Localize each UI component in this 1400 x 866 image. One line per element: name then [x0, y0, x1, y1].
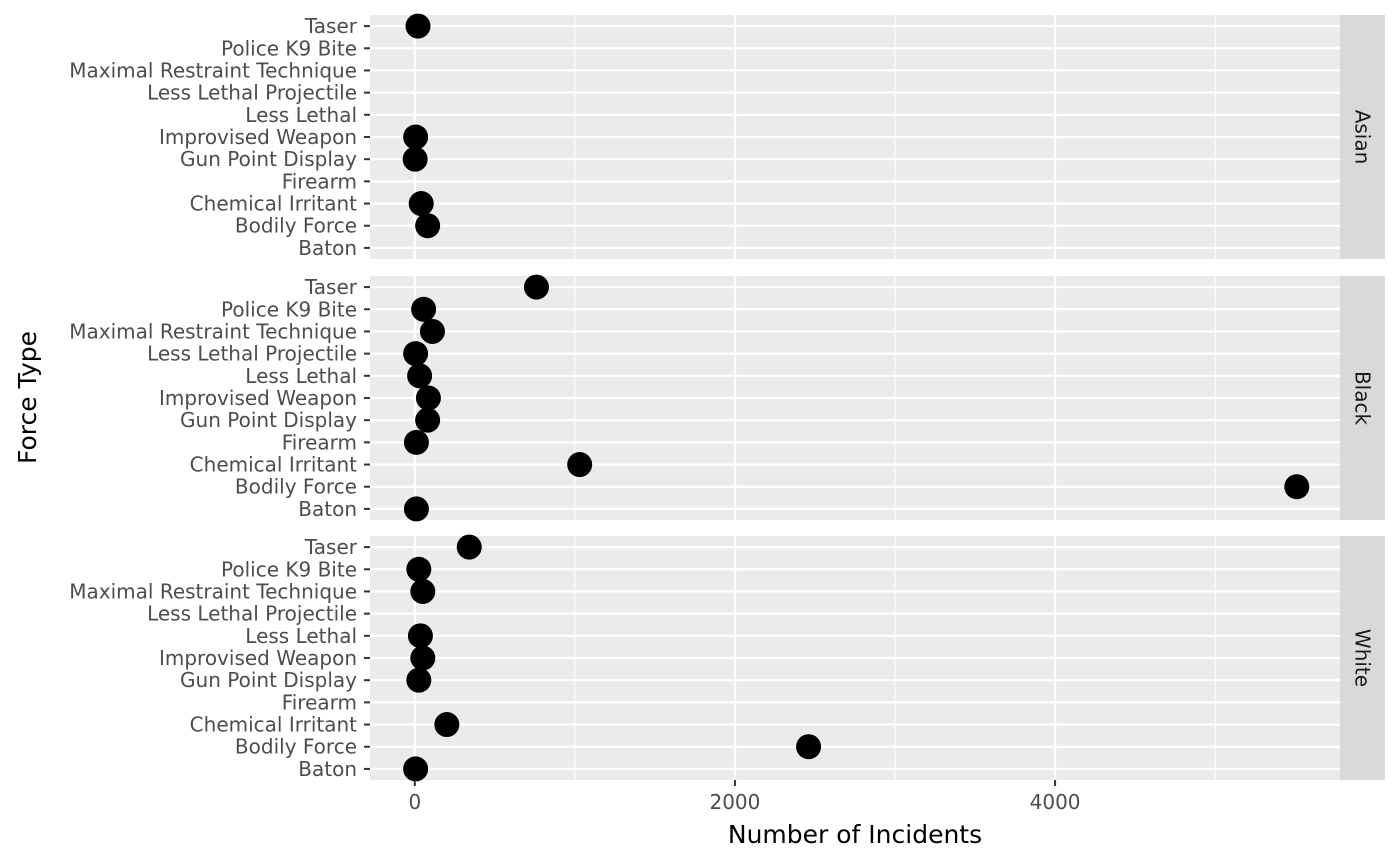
y-tick-label: Maximal Restraint Technique — [69, 319, 357, 343]
y-tick-label: Gun Point Display — [180, 668, 357, 692]
y-tick-label: Less Lethal Projectile — [147, 81, 357, 105]
data-point — [523, 274, 549, 300]
y-tick-label: Firearm — [282, 169, 357, 193]
facet-strip-label: Asian — [1351, 110, 1375, 165]
y-tick-label: Gun Point Display — [180, 408, 357, 432]
facet-strip — [1340, 536, 1385, 780]
data-point — [407, 623, 433, 649]
x-tick-label: 2000 — [709, 790, 760, 814]
x-tick-label: 4000 — [1030, 790, 1081, 814]
y-tick-label: Taser — [304, 275, 358, 299]
data-point — [406, 556, 432, 582]
y-tick-label: Police K9 Bite — [221, 297, 357, 321]
facet-strip-label: White — [1351, 629, 1375, 687]
y-tick-label: Bodily Force — [235, 735, 357, 759]
facet-strip — [1340, 15, 1385, 259]
y-tick-label: Taser — [304, 535, 358, 559]
y-tick-label: Firearm — [282, 430, 357, 454]
data-point — [403, 124, 429, 150]
facet-strip-label: Black — [1351, 371, 1375, 426]
data-point — [406, 667, 432, 693]
data-point — [410, 645, 436, 671]
y-tick-label: Maximal Restraint Technique — [69, 579, 357, 603]
y-tick-label: Less Lethal — [245, 624, 357, 648]
y-tick-label: Police K9 Bite — [221, 557, 357, 581]
data-point — [403, 429, 429, 455]
data-point — [567, 452, 593, 478]
y-tick-label: Police K9 Bite — [221, 36, 357, 60]
y-tick-label: Gun Point Display — [180, 147, 357, 171]
facet-strip — [1340, 276, 1385, 520]
data-point — [456, 534, 482, 560]
y-tick-label: Less Lethal — [245, 364, 357, 388]
y-tick-label: Bodily Force — [235, 214, 357, 238]
data-point — [403, 756, 429, 782]
y-tick-label: Bodily Force — [235, 475, 357, 499]
data-point — [415, 213, 441, 239]
y-tick-label: Less Lethal — [245, 103, 357, 127]
y-tick-label: Baton — [298, 497, 357, 521]
y-tick-label: Less Lethal Projectile — [147, 342, 357, 366]
data-point — [402, 146, 428, 172]
y-tick-label: Less Lethal Projectile — [147, 602, 357, 626]
y-tick-label: Taser — [304, 14, 358, 38]
data-point — [403, 341, 429, 367]
data-point — [415, 407, 441, 433]
data-point — [1284, 474, 1310, 500]
y-tick-label: Maximal Restraint Technique — [69, 58, 357, 82]
y-tick-label: Chemical Irritant — [190, 192, 357, 216]
y-tick-label: Firearm — [282, 690, 357, 714]
y-tick-label: Baton — [298, 236, 357, 260]
y-tick-label: Chemical Irritant — [190, 453, 357, 477]
data-point — [796, 734, 822, 760]
data-point — [411, 296, 437, 322]
y-tick-label: Improvised Weapon — [159, 646, 357, 670]
y-tick-label: Improvised Weapon — [159, 125, 357, 149]
y-tick-label: Chemical Irritant — [190, 713, 357, 737]
y-tick-label: Improvised Weapon — [159, 386, 357, 410]
x-axis-title: Number of Incidents — [728, 820, 982, 849]
data-point — [407, 363, 433, 389]
data-point — [419, 318, 445, 344]
x-axis: 0 2000 4000 — [408, 780, 1081, 814]
data-point — [408, 191, 434, 217]
data-point — [403, 496, 429, 522]
data-point — [415, 385, 441, 411]
data-point — [405, 13, 431, 39]
data-point — [434, 712, 460, 738]
y-tick-label: Baton — [298, 757, 357, 781]
data-point — [410, 578, 436, 604]
y-axis-title: Force Type — [13, 331, 42, 464]
x-tick-label: 0 — [408, 790, 421, 814]
